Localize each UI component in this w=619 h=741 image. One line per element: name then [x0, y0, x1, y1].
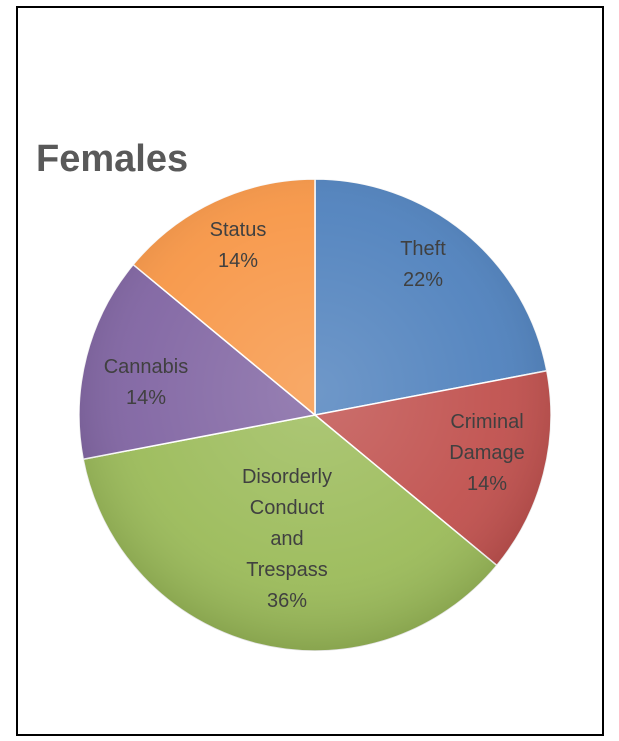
slice-category: Damage [449, 442, 525, 464]
slice-category: Cannabis [104, 356, 189, 378]
slice-percent: 14% [467, 473, 507, 495]
slice-category: Conduct [250, 497, 325, 519]
slice-percent: 14% [218, 250, 258, 272]
slice-label-0: Theft 22% [400, 238, 446, 291]
slice-category: Theft [400, 238, 446, 260]
slice-category: Disorderly [242, 466, 332, 488]
slice-label-4: Status 14% [210, 219, 267, 272]
slice-category: Status [210, 219, 267, 241]
slice-category: Criminal [450, 411, 523, 433]
slice-percent: 36% [267, 590, 307, 612]
slice-category: and [270, 528, 303, 550]
slice-percent: 22% [403, 269, 443, 291]
chart-title: Females [36, 138, 189, 180]
slice-label-3: Cannabis 14% [104, 356, 189, 409]
slice-percent: 14% [126, 387, 166, 409]
slice-label-2: Disorderly Conduct and Trespass 36% [242, 466, 332, 612]
slice-label-1: Criminal Damage 14% [449, 411, 525, 495]
slice-category: Trespass [246, 559, 328, 581]
